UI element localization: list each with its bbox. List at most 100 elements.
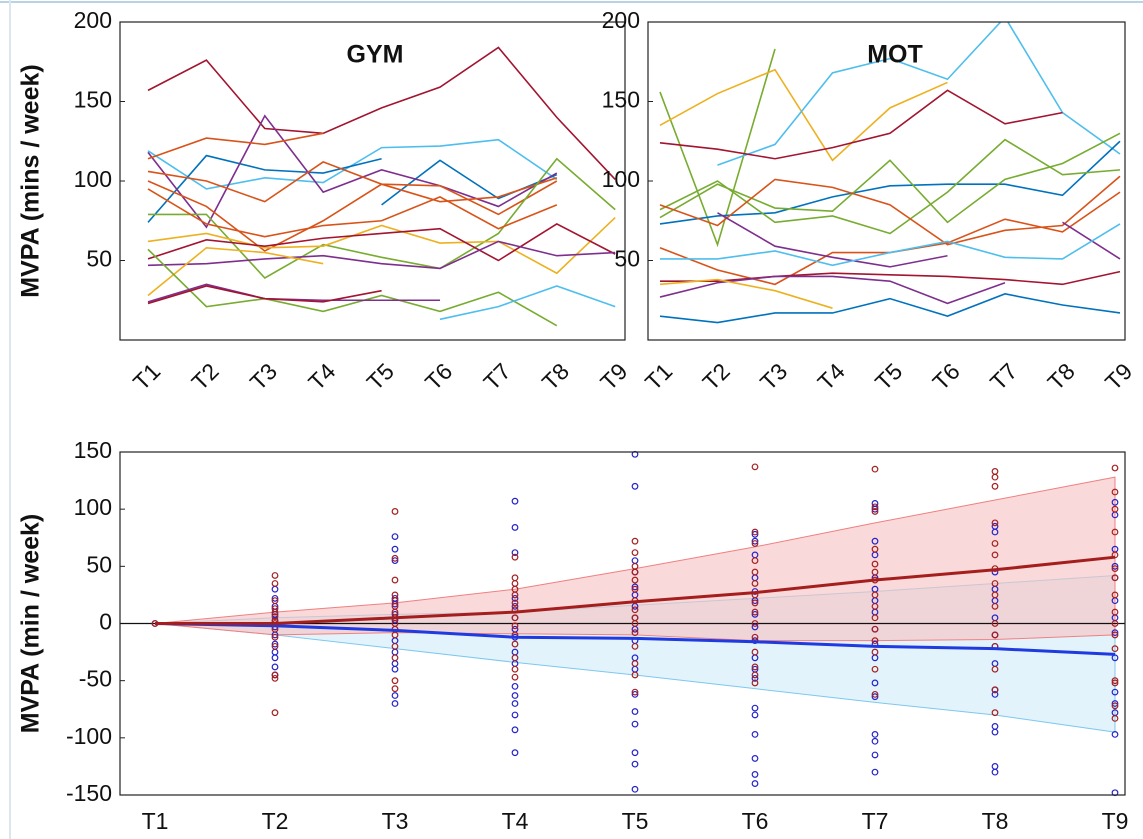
data-point — [271, 654, 279, 662]
mean-line — [154, 622, 1116, 656]
data-point — [631, 583, 639, 591]
series-line — [147, 154, 382, 223]
y-tick-label: -50 — [79, 666, 112, 692]
data-point — [991, 551, 999, 559]
data-point — [991, 540, 999, 547]
data-point — [631, 606, 639, 614]
plot-box — [647, 21, 1126, 341]
data-point — [1111, 528, 1119, 536]
data-point — [271, 580, 279, 587]
data-point — [751, 528, 759, 536]
data-point — [271, 671, 279, 679]
data-point — [511, 665, 519, 673]
data-point — [991, 631, 999, 639]
data-point — [751, 537, 759, 545]
data-point — [271, 640, 279, 648]
data-point — [871, 591, 879, 599]
mean-line — [155, 555, 1116, 625]
data-point — [751, 620, 759, 627]
series-line — [659, 293, 1121, 324]
x-tick-label: T5 — [870, 358, 907, 395]
x-tick-label: T9 — [595, 358, 632, 395]
data-point — [751, 731, 759, 738]
data-point — [391, 600, 399, 608]
data-point — [271, 605, 279, 613]
data-point — [991, 709, 999, 717]
data-point — [511, 749, 519, 757]
series-line — [147, 114, 558, 229]
data-point — [511, 549, 519, 557]
data-point — [631, 785, 639, 793]
series-line — [659, 140, 1121, 225]
data-point — [271, 633, 279, 641]
series-group — [659, 22, 1121, 324]
data-point — [1111, 608, 1119, 616]
data-point — [391, 554, 399, 562]
data-point — [511, 622, 519, 630]
x-tick-label: T8 — [1042, 358, 1079, 395]
y-tick-label: 200 — [74, 7, 112, 33]
series-line — [147, 246, 324, 297]
data-point — [271, 572, 279, 579]
data-point — [871, 768, 879, 776]
data-point — [391, 533, 399, 541]
data-point — [1111, 562, 1119, 570]
series-line — [659, 275, 1006, 305]
y-tick-label: 50 — [86, 246, 112, 272]
data-point — [751, 557, 759, 565]
data-point — [991, 602, 999, 610]
series-line — [659, 278, 833, 309]
y-tick-label: 100 — [602, 166, 640, 192]
data-point — [511, 497, 519, 505]
series-line — [147, 188, 558, 238]
data-point — [751, 633, 759, 641]
data-point — [751, 623, 759, 631]
data-point — [511, 640, 519, 648]
data-point — [991, 473, 999, 481]
data-point — [631, 660, 639, 667]
data-point — [1111, 702, 1119, 710]
data-point — [871, 602, 879, 610]
y-tick-label: 150 — [74, 437, 112, 463]
data-point — [871, 731, 879, 738]
data-point — [511, 574, 519, 582]
data-point — [631, 720, 639, 728]
data-point — [751, 580, 759, 587]
data-point — [1111, 679, 1119, 687]
data-point — [751, 568, 759, 576]
data-point — [871, 465, 879, 473]
data-point — [391, 508, 399, 515]
data-point — [1111, 620, 1119, 627]
data-point — [751, 663, 759, 671]
data-point — [871, 568, 879, 576]
series-line — [659, 138, 1121, 235]
data-point — [991, 468, 999, 475]
data-point — [751, 530, 759, 538]
data-point — [631, 688, 639, 696]
data-point — [511, 711, 519, 719]
data-point — [751, 755, 759, 762]
data-point — [391, 557, 399, 565]
data-point — [751, 599, 759, 607]
data-point — [871, 537, 879, 545]
data-point — [1111, 498, 1119, 506]
data-point — [871, 679, 879, 687]
x-tick-label: T1 — [142, 808, 169, 834]
x-tick-label: T1 — [640, 358, 677, 395]
plot-box — [119, 21, 626, 341]
x-tick-label: T2 — [186, 358, 223, 395]
data-point — [391, 545, 399, 553]
x-tick-label: T1 — [128, 358, 165, 395]
data-point — [271, 608, 279, 616]
data-point — [1111, 714, 1119, 722]
series-line — [147, 161, 558, 216]
data-point — [871, 545, 879, 553]
confidence-band — [154, 476, 1116, 642]
data-point — [1111, 645, 1119, 653]
data-point — [871, 693, 879, 701]
x-tick-label: T9 — [1102, 808, 1129, 834]
data-point — [511, 524, 519, 531]
data-point — [991, 763, 999, 770]
